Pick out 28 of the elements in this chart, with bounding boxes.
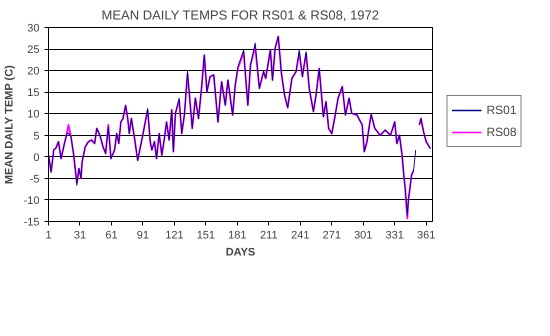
x-tick-label: 151: [196, 230, 216, 242]
y-axis-title: MEAN DAILY TEMP (C): [4, 64, 16, 184]
x-tick-label: 31: [74, 230, 86, 242]
y-tick-label: 0: [33, 152, 40, 164]
legend-label: RS08: [486, 124, 517, 138]
x-tick-label: 331: [386, 230, 404, 242]
x-tick-label: 301: [354, 230, 372, 242]
x-tick-label: 1: [45, 230, 52, 242]
y-tick-label: -10: [24, 194, 40, 207]
x-tick-label: 361: [417, 230, 436, 242]
y-tick-label: 5: [33, 130, 40, 142]
y-tick-label: 15: [27, 87, 40, 100]
x-axis-title: DAYS: [226, 246, 256, 258]
x-tick-label: 241: [291, 230, 310, 242]
x-tick-label: 211: [260, 230, 278, 242]
x-tick-label: 61: [105, 230, 118, 242]
x-tick-label: 91: [136, 230, 150, 242]
x-tick-label: 181: [228, 230, 247, 242]
x-tick-label: 121: [165, 230, 184, 242]
y-tick-label: -15: [24, 216, 40, 228]
y-tick-label: -5: [30, 173, 40, 186]
y-tick-label: 30: [27, 22, 40, 34]
y-tick-label: 10: [27, 108, 40, 121]
legend-label: RS01: [486, 102, 517, 116]
x-tick-label: 271: [322, 230, 341, 242]
chart-title: MEAN DAILY TEMPS FOR RS01 & RS08, 1972: [102, 8, 379, 22]
y-tick-label: 25: [27, 44, 40, 56]
y-tick-label: 20: [27, 66, 40, 78]
